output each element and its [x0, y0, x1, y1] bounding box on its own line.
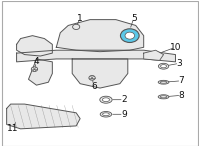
Polygon shape — [72, 59, 128, 88]
Circle shape — [89, 76, 95, 80]
Text: 9: 9 — [121, 110, 127, 119]
Ellipse shape — [160, 96, 167, 98]
Ellipse shape — [160, 81, 167, 83]
Text: 11: 11 — [7, 124, 18, 133]
Text: 7: 7 — [179, 76, 184, 85]
Polygon shape — [17, 50, 175, 62]
Polygon shape — [17, 36, 52, 56]
Text: 1: 1 — [77, 14, 83, 23]
Text: 10: 10 — [170, 43, 181, 52]
Circle shape — [31, 67, 38, 71]
Circle shape — [73, 24, 80, 30]
Ellipse shape — [161, 65, 167, 68]
Polygon shape — [29, 59, 52, 85]
Polygon shape — [144, 50, 164, 60]
Polygon shape — [7, 104, 80, 129]
Text: 8: 8 — [179, 91, 184, 100]
Text: 4: 4 — [34, 57, 39, 66]
Polygon shape — [56, 20, 144, 52]
Circle shape — [125, 32, 135, 39]
Ellipse shape — [158, 63, 169, 69]
Text: 5: 5 — [131, 14, 137, 23]
Text: 6: 6 — [91, 82, 97, 91]
Ellipse shape — [100, 112, 112, 117]
Text: 3: 3 — [177, 59, 182, 68]
Circle shape — [120, 29, 139, 42]
Ellipse shape — [158, 80, 169, 84]
Ellipse shape — [102, 98, 110, 102]
Text: 2: 2 — [121, 95, 127, 104]
Ellipse shape — [103, 113, 109, 116]
Ellipse shape — [158, 95, 169, 99]
Ellipse shape — [100, 96, 112, 103]
